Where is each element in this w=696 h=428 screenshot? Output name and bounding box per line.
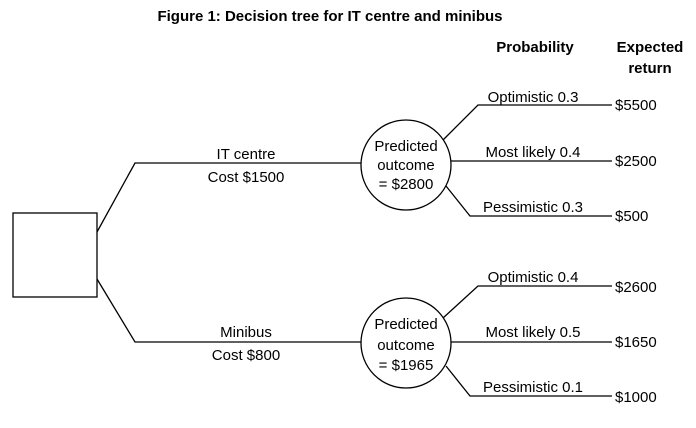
it-centre-branch-line	[96, 162, 365, 233]
minibus-pessimistic-return: $1000	[615, 389, 657, 406]
minibus-optimistic-return: $2600	[615, 279, 657, 296]
expected-return-header-line1: Expected	[617, 39, 684, 56]
minibus-optimistic-label: Optimistic 0.4	[488, 269, 579, 286]
minibus-chance-node	[360, 297, 452, 389]
minibus-optimistic-line	[442, 285, 612, 319]
it-centre-pessimistic-line	[445, 185, 612, 217]
decision-node-square	[12, 212, 98, 298]
it-centre-node-line1: Predicted	[374, 138, 437, 155]
it-centre-pessimistic-label: Pessimistic 0.3	[483, 199, 583, 216]
expected-return-header-line2: return	[628, 60, 671, 77]
minibus-branch-line	[96, 278, 365, 343]
minibus-node-line3: = $1965	[379, 357, 434, 374]
minibus-node-line1: Predicted	[374, 316, 437, 333]
minibus-pessimistic-line	[445, 365, 612, 397]
minibus-cost-label: Cost $800	[212, 347, 280, 364]
it-centre-node-line3: = $2800	[379, 176, 434, 193]
figure-title: Figure 1: Decision tree for IT centre an…	[157, 8, 502, 25]
minibus-option-label: Minibus	[220, 324, 272, 341]
minibus-most-likely-return: $1650	[615, 334, 657, 351]
it-centre-most-likely-return: $2500	[615, 153, 657, 170]
it-centre-optimistic-label: Optimistic 0.3	[488, 89, 579, 106]
it-centre-optimistic-return: $5500	[615, 97, 657, 114]
minibus-most-likely-label: Most likely 0.5	[485, 324, 580, 341]
it-centre-cost-label: Cost $1500	[208, 169, 285, 186]
it-centre-most-likely-label: Most likely 0.4	[485, 144, 580, 161]
it-centre-node-line2: outcome	[377, 157, 435, 174]
minibus-pessimistic-label: Pessimistic 0.1	[483, 379, 583, 396]
it-centre-pessimistic-return: $500	[615, 208, 648, 225]
probability-header: Probability	[496, 39, 574, 56]
it-centre-chance-node	[360, 119, 452, 211]
it-centre-option-label: IT centre	[217, 146, 276, 163]
minibus-node-line2: outcome	[377, 337, 435, 354]
it-centre-optimistic-line	[442, 104, 612, 141]
